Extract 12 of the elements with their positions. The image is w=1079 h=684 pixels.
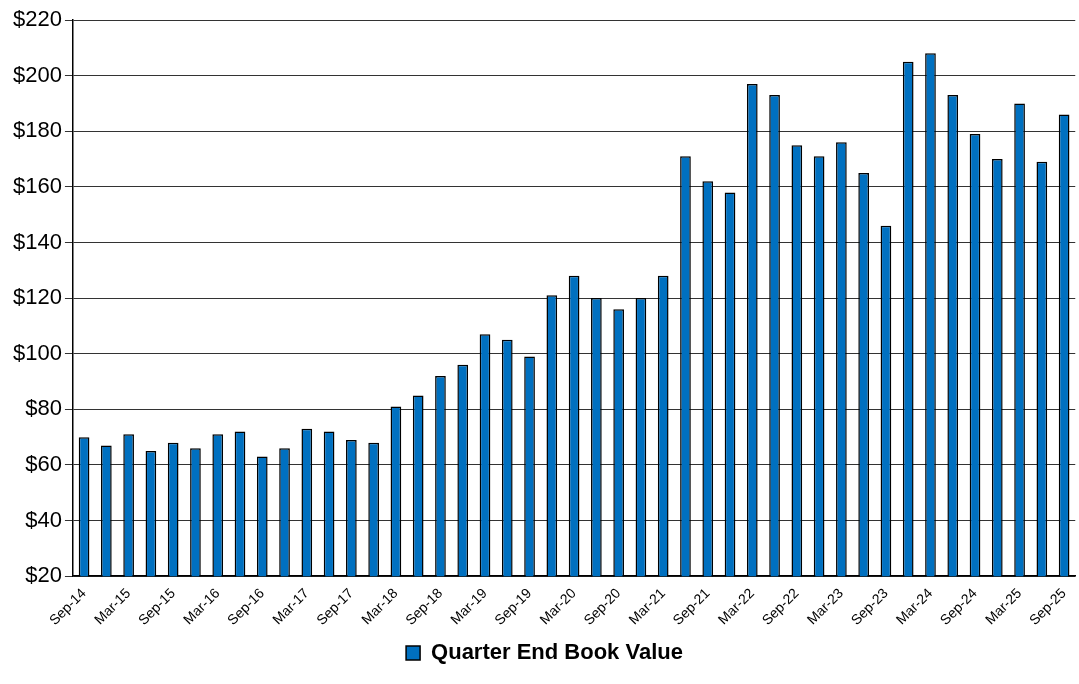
y-tick-label: $140	[12, 228, 62, 254]
y-tick-label: $160	[12, 172, 62, 198]
y-tick-label: $200	[12, 61, 62, 87]
y-tick-label: $180	[12, 117, 62, 143]
y-tick-label: $120	[12, 284, 62, 310]
y-tick-label: $40	[25, 506, 62, 532]
legend-label: Quarter End Book Value	[431, 639, 683, 665]
y-tick-label: $60	[25, 451, 62, 477]
y-tick-label: $220	[12, 6, 62, 32]
y-tick-label: $20	[25, 562, 62, 588]
y-tick-label: $80	[25, 395, 62, 421]
y-tick-label: $100	[12, 339, 62, 365]
